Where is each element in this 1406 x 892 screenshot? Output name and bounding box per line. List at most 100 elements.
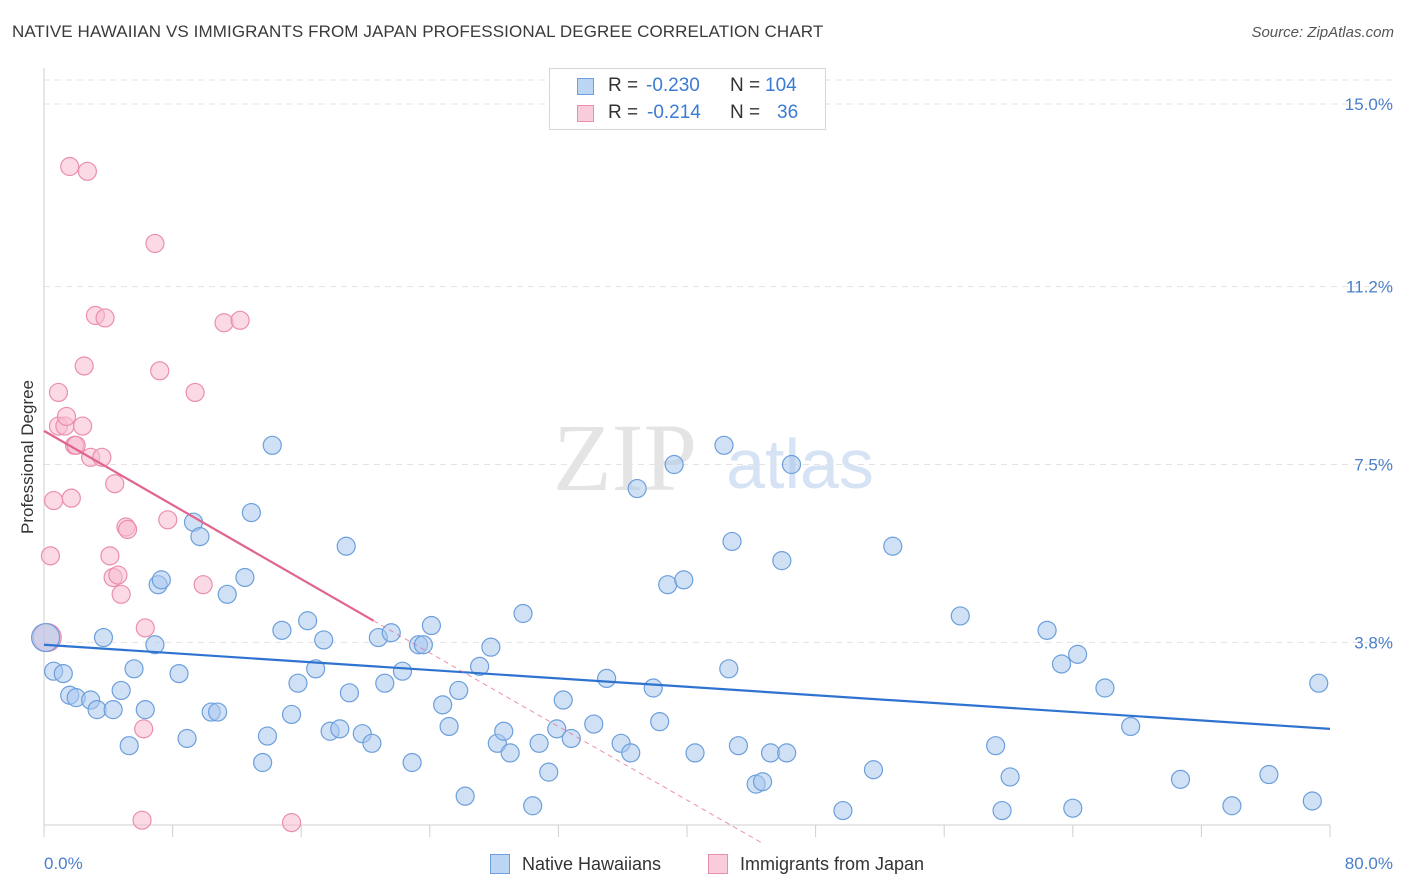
hawaiian-point-90[interactable] <box>992 800 1012 821</box>
hawaiian-point-102[interactable] <box>1309 673 1329 693</box>
hawaiian-point-49[interactable] <box>439 716 459 737</box>
hawaiian-point-94[interactable] <box>1063 798 1083 818</box>
hawaiian-point-16[interactable] <box>169 663 189 684</box>
hawaiian-point-44[interactable] <box>402 752 422 773</box>
hawaiian-point-12[interactable] <box>135 700 155 720</box>
japan-point-20[interactable] <box>105 474 125 494</box>
japan-point-12[interactable] <box>74 356 94 376</box>
hawaiian-point-21[interactable] <box>208 702 228 722</box>
hawaiian-point-74[interactable] <box>685 743 705 763</box>
hawaiian-point-78[interactable] <box>728 736 749 756</box>
hawaiian-point-57[interactable] <box>513 603 533 624</box>
hawaiian-point-23[interactable] <box>235 567 255 588</box>
japan-point-7[interactable] <box>60 156 80 177</box>
hawaiian-point-67[interactable] <box>621 743 641 763</box>
hawaiian-point-0[interactable] <box>31 622 61 653</box>
hawaiian-point-42[interactable] <box>381 623 401 643</box>
hawaiian-point-48[interactable] <box>433 695 453 715</box>
hawaiian-point-37[interactable] <box>339 683 360 703</box>
hawaiian-point-84[interactable] <box>781 454 802 475</box>
hawaiian-point-86[interactable] <box>863 760 884 780</box>
japan-point-6[interactable] <box>56 406 77 427</box>
hawaiian-point-65[interactable] <box>597 668 617 689</box>
hawaiian-point-46[interactable] <box>413 635 433 655</box>
hawaiian-point-62[interactable] <box>553 690 573 710</box>
japan-point-29[interactable] <box>150 361 170 381</box>
hawaiian-point-88[interactable] <box>950 606 970 626</box>
hawaiian-point-36[interactable] <box>336 536 356 556</box>
hawaiian-point-31[interactable] <box>298 611 318 631</box>
hawaiian-point-71[interactable] <box>658 575 678 595</box>
hawaiian-point-53[interactable] <box>481 637 501 657</box>
hawaiian-point-81[interactable] <box>760 743 781 763</box>
hawaiian-point-50[interactable] <box>449 680 469 701</box>
hawaiian-point-93[interactable] <box>1051 654 1072 674</box>
hawaiian-point-25[interactable] <box>253 752 273 773</box>
hawaiian-point-95[interactable] <box>1068 644 1088 664</box>
hawaiian-point-89[interactable] <box>986 736 1006 756</box>
japan-point-31[interactable] <box>185 382 205 403</box>
hawaiian-point-73[interactable] <box>674 570 694 590</box>
hawaiian-point-52[interactable] <box>470 656 490 676</box>
hawaiian-point-24[interactable] <box>241 502 261 523</box>
hawaiian-point-19[interactable] <box>190 527 210 547</box>
japan-point-32[interactable] <box>193 575 213 595</box>
hawaiian-point-47[interactable] <box>421 615 442 636</box>
japan-point-26[interactable] <box>134 719 154 739</box>
hawaiian-point-59[interactable] <box>529 733 549 753</box>
hawaiian-point-33[interactable] <box>314 630 334 650</box>
hawaiian-point-58[interactable] <box>523 796 543 816</box>
hawaiian-point-13[interactable] <box>145 635 165 655</box>
hawaiian-point-97[interactable] <box>1121 716 1141 737</box>
hawaiian-point-83[interactable] <box>777 743 797 763</box>
hawaiian-point-82[interactable] <box>772 551 792 571</box>
japan-point-34[interactable] <box>230 310 250 330</box>
japan-point-30[interactable] <box>158 510 178 530</box>
hawaiian-point-11[interactable] <box>124 659 144 679</box>
japan-point-33[interactable] <box>214 313 234 333</box>
hawaiian-point-35[interactable] <box>330 719 350 739</box>
hawaiian-point-92[interactable] <box>1037 620 1057 640</box>
hawaiian-point-85[interactable] <box>833 800 853 821</box>
hawaiian-point-7[interactable] <box>93 627 114 648</box>
japan-point-25[interactable] <box>132 810 152 830</box>
hawaiian-point-26[interactable] <box>257 726 278 746</box>
japan-point-17[interactable] <box>95 308 115 328</box>
hawaiian-point-75[interactable] <box>714 435 734 455</box>
hawaiian-point-43[interactable] <box>392 661 413 681</box>
hawaiian-point-32[interactable] <box>306 659 326 679</box>
japan-point-8[interactable] <box>61 488 81 508</box>
hawaiian-point-15[interactable] <box>151 570 171 590</box>
japan-point-18[interactable] <box>100 546 120 566</box>
hawaiian-point-76[interactable] <box>719 659 739 679</box>
hawaiian-point-10[interactable] <box>119 736 139 756</box>
hawaiian-point-56[interactable] <box>500 743 520 763</box>
hawaiian-point-100[interactable] <box>1259 764 1279 785</box>
hawaiian-point-22[interactable] <box>217 584 237 604</box>
hawaiian-point-69[interactable] <box>643 678 663 698</box>
hawaiian-point-6[interactable] <box>87 700 107 720</box>
hawaiian-point-60[interactable] <box>539 762 559 782</box>
japan-point-22[interactable] <box>111 584 131 604</box>
japan-point-21[interactable] <box>108 565 128 585</box>
japan-point-24[interactable] <box>117 519 138 540</box>
japan-point-27[interactable] <box>135 618 155 638</box>
hawaiian-point-72[interactable] <box>664 454 684 475</box>
japan-point-2[interactable] <box>44 490 64 511</box>
hawaiian-point-101[interactable] <box>1302 791 1322 811</box>
hawaiian-point-55[interactable] <box>494 721 514 741</box>
hawaiian-point-9[interactable] <box>111 680 131 701</box>
hawaiian-point-63[interactable] <box>561 728 581 749</box>
japan-point-11[interactable] <box>72 416 93 436</box>
japan-point-3[interactable] <box>48 382 69 403</box>
hawaiian-point-8[interactable] <box>103 700 123 720</box>
hawaiian-point-80[interactable] <box>752 772 773 792</box>
hawaiian-point-68[interactable] <box>627 478 647 499</box>
hawaiian-point-77[interactable] <box>722 531 742 552</box>
hawaiian-point-96[interactable] <box>1095 678 1115 698</box>
hawaiian-point-70[interactable] <box>650 712 670 732</box>
hawaiian-point-17[interactable] <box>177 728 197 749</box>
hawaiian-point-61[interactable] <box>547 719 567 739</box>
hawaiian-point-30[interactable] <box>288 673 308 693</box>
japan-point-28[interactable] <box>145 233 165 254</box>
